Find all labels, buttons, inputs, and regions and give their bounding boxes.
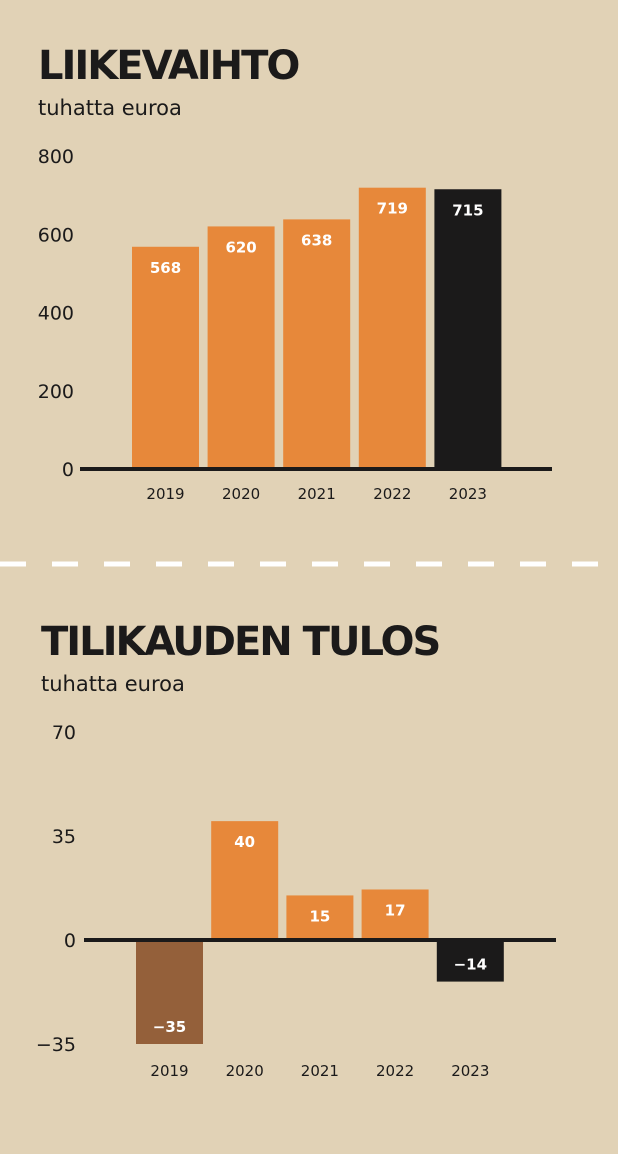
x-tick-label: 2022 [376,1062,414,1080]
x-tick-label: 2021 [298,485,336,503]
bar [207,226,275,469]
x-tick-label: 2020 [222,485,260,503]
data-label: 40 [234,833,255,851]
chart1-title: LIIKEVAIHTO [38,43,300,89]
revenue-bar-chart: 0 200 400 600 800 568 2019 620 2020 638 2021 719 202… [38,146,552,503]
result-bar-chart: −35 0 35 70 −35 2019 40 2020 15 2021 17 2022 −14 2023 [36,722,556,1080]
data-label: −35 [153,1018,186,1036]
y-tick-label: 800 [38,146,74,168]
data-label: 15 [309,907,330,925]
bar [283,219,351,469]
x-tick-label: 2020 [226,1062,264,1080]
data-label: 17 [385,901,406,919]
bar [136,940,203,1044]
chart1-subtitle: tuhatta euroa [38,96,182,120]
y-tick-label: 200 [38,381,74,403]
y-tick-label: 35 [52,826,76,848]
x-tick-label: 2019 [146,485,184,503]
bar [358,187,426,469]
dashed-divider [0,561,618,567]
x-tick-label: 2022 [373,485,411,503]
data-label: 719 [377,200,408,218]
x-tick-label: 2023 [451,1062,489,1080]
chart2-title: TILIKAUDEN TULOS [41,619,441,665]
x-tick-label: 2023 [449,485,487,503]
y-tick-label: 0 [62,459,74,481]
y-tick-label: −35 [36,1034,76,1056]
bar [286,895,354,940]
data-label: −14 [454,956,487,974]
bar [361,889,429,940]
chart2-subtitle: tuhatta euroa [41,672,185,696]
bar [211,821,279,940]
y-tick-label: 70 [52,722,76,744]
x-tick-label: 2021 [301,1062,339,1080]
y-tick-label: 0 [64,930,76,952]
bar [436,940,504,982]
bar [132,246,199,469]
data-label: 638 [301,231,332,249]
data-label: 568 [150,259,181,277]
bar [434,189,502,469]
y-tick-label: 400 [38,303,74,325]
y-tick-label: 600 [38,224,74,246]
data-label: 715 [452,201,483,219]
x-tick-label: 2019 [150,1062,188,1080]
data-label: 620 [225,238,256,256]
